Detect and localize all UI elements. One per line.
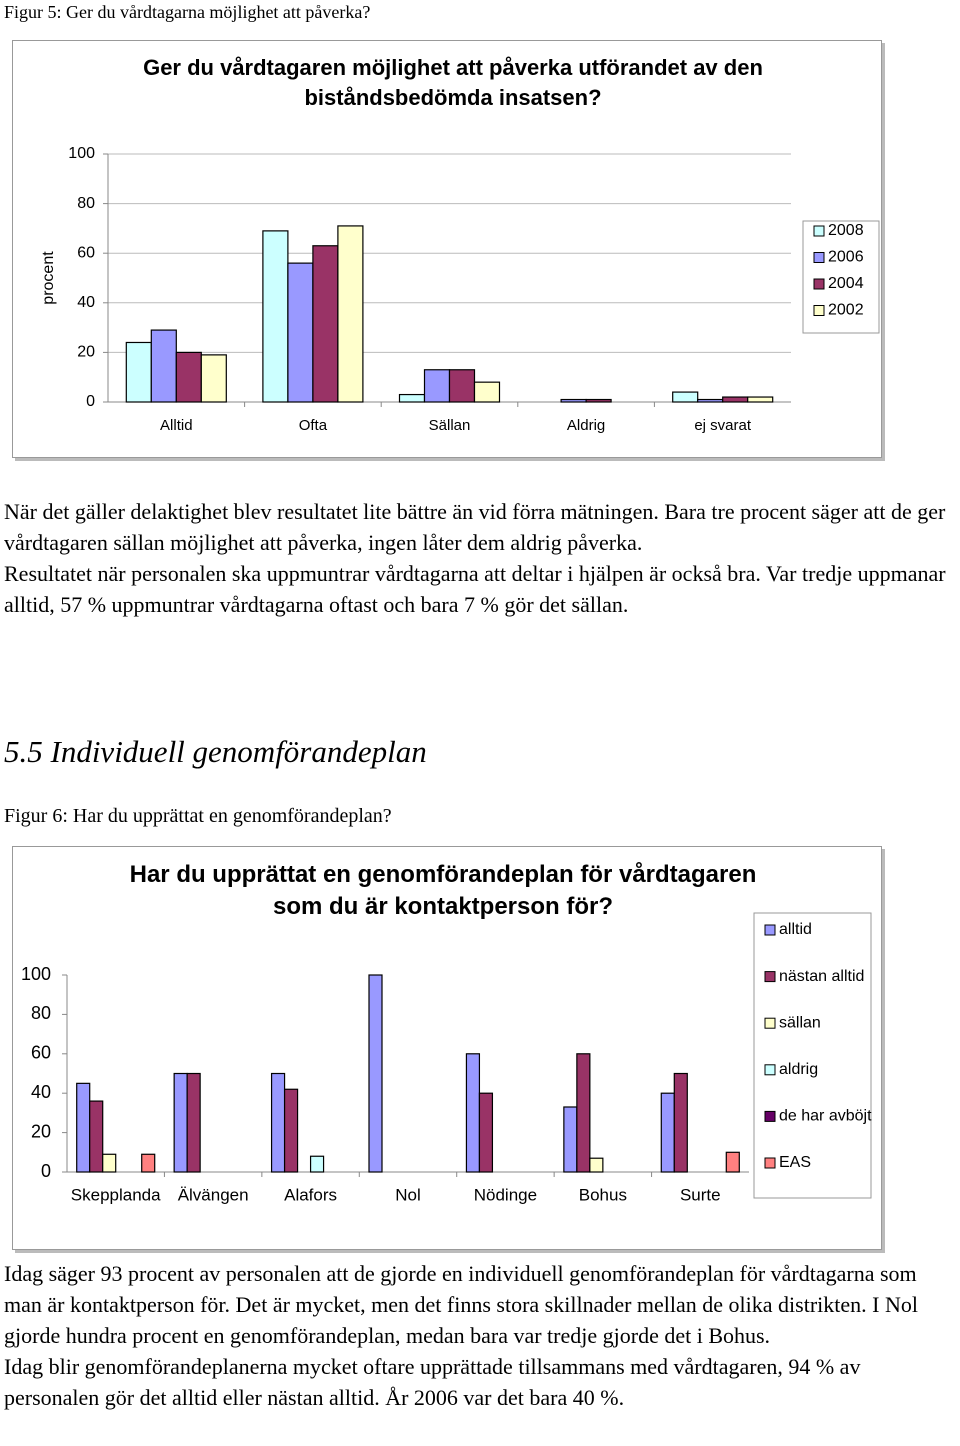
- bar: [125, 341, 152, 403]
- bar: [309, 1155, 325, 1173]
- legend-swatch: [764, 1017, 776, 1029]
- y-tick-label: 60: [31, 1043, 51, 1063]
- bar: [576, 1053, 591, 1173]
- legend-swatch: [764, 924, 776, 936]
- y-tick-label: 0: [86, 393, 95, 410]
- bar: [173, 1072, 188, 1173]
- legend-frame: [802, 220, 880, 334]
- legend-label: 2002: [828, 302, 864, 319]
- legend-label: de har avböjt: [779, 1108, 872, 1125]
- legend-label: sällan: [779, 1014, 821, 1031]
- bar: [102, 1153, 117, 1173]
- bar: [697, 398, 724, 403]
- x-tick-label: Sällan: [429, 417, 471, 434]
- bar: [337, 225, 364, 403]
- legend-label: aldrig: [779, 1061, 818, 1078]
- bar: [398, 393, 426, 403]
- legend-label: EAS: [779, 1154, 811, 1171]
- legend-swatch: [813, 278, 825, 290]
- bar: [473, 381, 501, 403]
- legend-label: 2008: [828, 222, 864, 239]
- y-tick-label: 80: [31, 1003, 51, 1023]
- legend-swatch: [764, 1157, 776, 1169]
- bar: [76, 1082, 91, 1173]
- x-tick-label: Bohus: [579, 1185, 627, 1204]
- bar: [747, 396, 774, 403]
- bar: [589, 1157, 604, 1173]
- bar: [478, 1092, 494, 1173]
- paragraph: Idag blir genomförandeplanerna mycket of…: [4, 1354, 861, 1410]
- paragraph: Resultatet när personalen ska uppmuntrar…: [4, 561, 946, 617]
- y-axis-label: procent: [40, 251, 57, 305]
- bar: [585, 398, 612, 403]
- legend-label: 2004: [828, 275, 864, 292]
- chart: 0 20 40 60 80 100 Skepplanda Älvängen Alafors Nol…: [21, 912, 872, 1204]
- figure-caption: Figur 6: Har du upprättat en genomförand…: [4, 805, 392, 827]
- bar: [283, 1088, 299, 1173]
- chart-title: Har du upprättat en genomförandeplan för…: [129, 861, 757, 920]
- section-heading: 5.5 Individuell genomförandeplan: [4, 734, 427, 769]
- legend-swatch: [813, 225, 825, 237]
- y-tick-label: 60: [77, 244, 95, 261]
- bar: [563, 1106, 578, 1173]
- figure-caption: Figur 5: Ger du vårdtagarna möjlighet at…: [4, 2, 371, 22]
- bar: [287, 262, 314, 403]
- y-tick-label: 40: [77, 294, 95, 311]
- x-tick-label: Ofta: [299, 417, 328, 434]
- bar: [725, 1151, 740, 1173]
- legend-label: alltid: [779, 921, 812, 938]
- y-tick-label: 0: [41, 1161, 51, 1181]
- bar: [423, 369, 451, 403]
- x-tick-label: Alafors: [284, 1185, 337, 1204]
- legend-swatch: [764, 1110, 776, 1122]
- x-tick-label: ej svarat: [694, 417, 752, 434]
- legend-swatch: [813, 305, 825, 316]
- bar: [560, 398, 587, 403]
- chart-frame: 0 20 40 60 80 100 Skepplanda Älvängen Alafors Nol…: [12, 846, 882, 1250]
- x-tick-label: Alltid: [160, 417, 193, 434]
- bar: [722, 396, 749, 403]
- bar: [89, 1100, 104, 1173]
- bar: [150, 329, 177, 403]
- x-tick-label: Nol: [395, 1185, 421, 1204]
- bar: [465, 1053, 481, 1173]
- bar: [270, 1072, 286, 1173]
- x-tick-label: Nödinge: [474, 1185, 537, 1204]
- y-tick-label: 80: [77, 195, 95, 212]
- y-tick-label: 20: [31, 1121, 51, 1141]
- legend-label: nästan alltid: [779, 968, 864, 985]
- bar: [660, 1092, 675, 1173]
- legend-label: 2006: [828, 249, 864, 266]
- chart: 0 20 40 60 80 100 procent Alltid Ofta Sällan Aldri…: [40, 145, 880, 434]
- bar: [186, 1072, 201, 1173]
- bar: [448, 369, 476, 403]
- y-tick-label: 40: [31, 1082, 51, 1102]
- legend-swatch: [764, 971, 776, 983]
- chart-frame: 0 20 40 60 80 100 procent Alltid Ofta Sällan Aldri…: [12, 40, 882, 458]
- bar: [175, 351, 202, 403]
- text-block: När det gäller delaktighet blev resultat…: [4, 496, 954, 620]
- bar: [673, 1072, 688, 1173]
- bar: [200, 354, 227, 403]
- chart-title: Ger du vårdtagaren möjlighet att påverka…: [143, 55, 763, 110]
- bar: [672, 391, 699, 403]
- bar: [368, 974, 383, 1173]
- legend-swatch: [813, 252, 825, 263]
- y-tick-label: 100: [68, 145, 95, 162]
- x-tick-label: Aldrig: [567, 417, 605, 434]
- legend-frame: [753, 912, 872, 1199]
- bar: [262, 230, 289, 403]
- y-tick-label: 100: [21, 964, 51, 984]
- x-tick-label: Surte: [680, 1185, 721, 1204]
- x-tick-label: Älvängen: [178, 1185, 249, 1204]
- paragraph: När det gäller delaktighet blev resultat…: [4, 499, 946, 555]
- bar: [141, 1153, 156, 1173]
- paragraph: Idag säger 93 procent av personalen att …: [4, 1261, 918, 1348]
- y-tick-label: 20: [77, 344, 95, 361]
- text-block: Idag säger 93 procent av personalen att …: [4, 1258, 960, 1413]
- legend-swatch: [764, 1064, 776, 1076]
- x-tick-label: Skepplanda: [71, 1185, 161, 1204]
- bar: [312, 245, 339, 403]
